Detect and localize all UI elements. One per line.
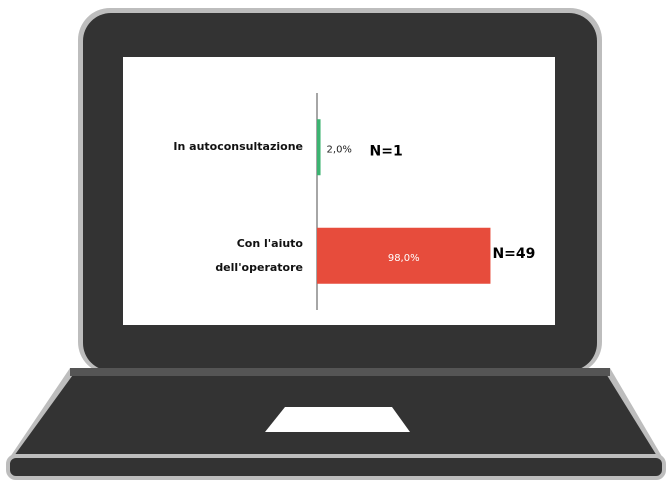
bar [317, 227, 491, 284]
touchpad [265, 407, 410, 432]
value-label: 98,0% [388, 253, 420, 264]
screen [123, 57, 555, 325]
category-label: In autoconsultazione [173, 140, 303, 154]
value-label: 2,0% [327, 144, 352, 155]
annotation: N=1 [370, 143, 403, 159]
category-label: Con l'aiuto dell'operatore [215, 236, 303, 274]
base-front [6, 454, 666, 480]
bar [317, 119, 321, 176]
hinge [70, 368, 610, 376]
annotation: N=49 [492, 246, 535, 262]
